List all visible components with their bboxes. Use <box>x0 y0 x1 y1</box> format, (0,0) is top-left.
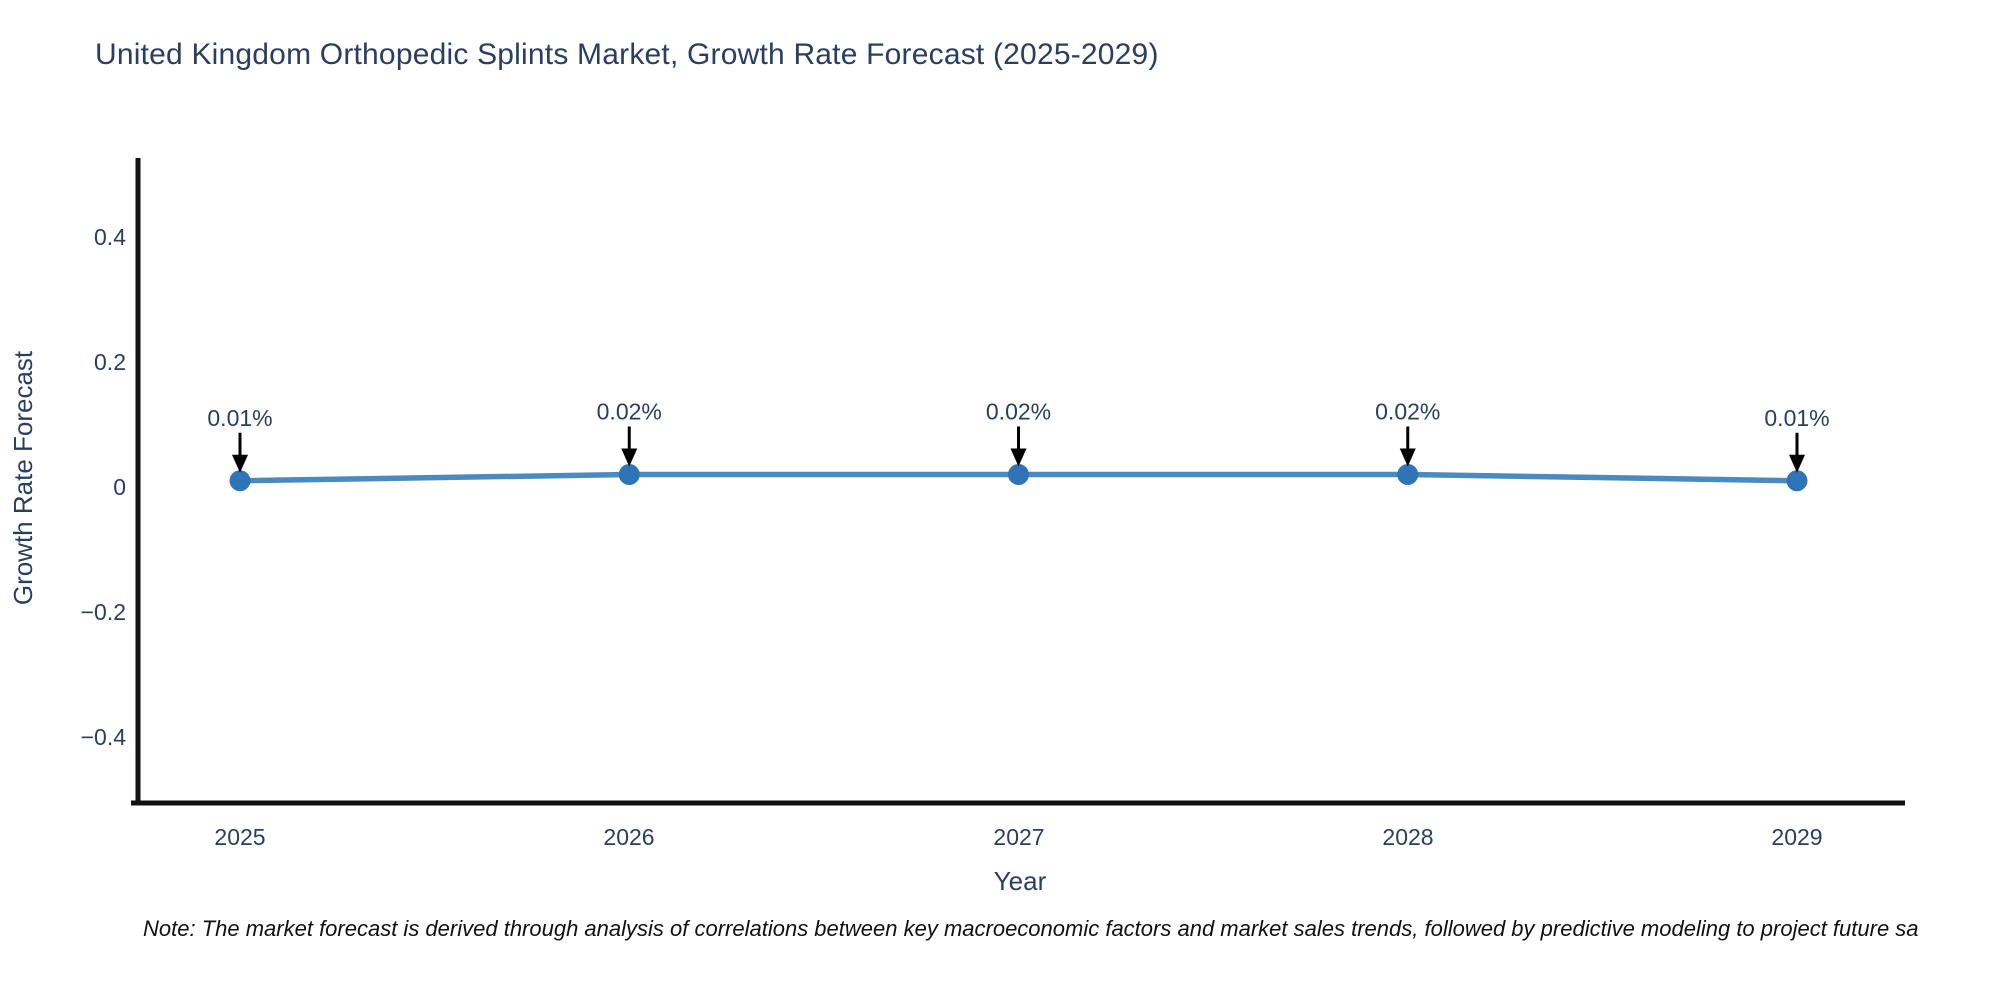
y-tick-label: −0.2 <box>81 599 126 625</box>
annotation-label: 0.01% <box>207 405 272 431</box>
x-tick-label: 2029 <box>1771 824 1822 850</box>
annotation-arrow-head <box>1789 454 1805 473</box>
x-tick-label: 2028 <box>1382 824 1433 850</box>
x-tick-label: 2026 <box>603 824 654 850</box>
data-point-marker[interactable] <box>1397 464 1419 485</box>
data-point-marker[interactable] <box>1786 470 1808 492</box>
x-axis-title: Year <box>994 866 1047 896</box>
x-tick-label: 2025 <box>214 824 265 850</box>
annotation-label: 0.02% <box>1375 399 1440 425</box>
data-point-marker[interactable] <box>1008 464 1029 485</box>
annotation-arrow-head <box>1399 448 1416 467</box>
annotation-label: 0.02% <box>597 399 662 425</box>
annotation-label: 0.02% <box>986 399 1051 425</box>
annotation-arrow-head <box>232 454 248 473</box>
footnote: Note: The market forecast is derived thr… <box>143 916 1919 941</box>
y-tick-label: 0 <box>113 474 126 500</box>
data-point-marker[interactable] <box>618 464 640 485</box>
x-tick-label: 2027 <box>993 824 1044 850</box>
y-tick-label: 0.2 <box>94 349 126 375</box>
annotation-label: 0.01% <box>1764 405 1829 431</box>
y-axis-title: Growth Rate Forecast <box>8 350 38 605</box>
y-tick-label: −0.4 <box>81 724 127 750</box>
series-layer: 0.01% 0.02% 0.02% 0.02% 0.01% <box>207 399 1830 492</box>
y-tick-label: 0.4 <box>94 224 126 250</box>
data-point-marker[interactable] <box>229 470 251 492</box>
chart-title: United Kingdom Orthopedic Splints Market… <box>95 38 1159 71</box>
annotation-arrow-head <box>1010 448 1027 467</box>
annotation-arrow-head <box>621 448 638 467</box>
